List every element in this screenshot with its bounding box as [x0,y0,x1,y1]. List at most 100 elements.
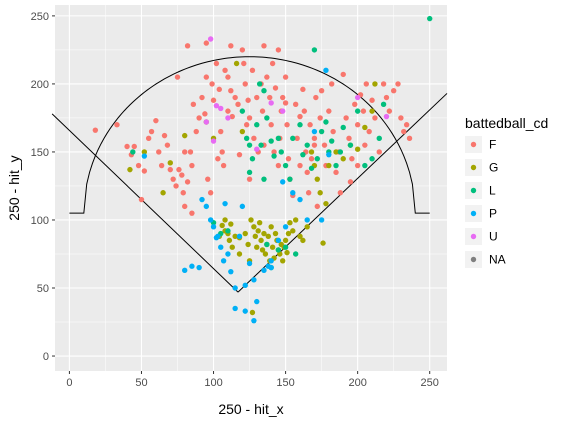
data-point [233,60,240,67]
data-point [305,190,312,196]
data-point [380,81,387,87]
data-point [259,108,266,114]
data-point [251,317,257,324]
data-point [236,151,243,158]
data-point [239,47,246,53]
y-tick-label: 150 [31,147,49,159]
data-point [314,176,320,182]
data-point [249,309,256,316]
data-point [207,36,214,42]
legend-label: P [489,207,497,221]
data-point [153,117,159,124]
data-point [254,94,260,101]
data-point [130,149,136,155]
data-point [205,176,211,182]
x-axis-ticks: 0 50 100 150 200 250 [66,371,439,389]
data-point [261,88,267,94]
data-point [225,108,231,114]
data-point [232,285,238,291]
data-point [304,142,310,148]
data-point [228,221,234,227]
data-point [292,217,299,223]
data-point [269,60,276,67]
data-point [300,86,306,93]
data-point [182,267,188,274]
data-point [330,128,336,135]
data-point [326,151,332,158]
data-point [427,15,433,22]
data-point [207,190,214,196]
data-point [219,149,225,155]
x-tick-label: 100 [204,377,222,389]
data-point [222,217,228,223]
data-point [314,156,320,162]
data-point [148,128,155,135]
data-point [301,108,308,114]
data-point [267,94,273,101]
data-point [242,282,248,288]
data-point [376,135,382,142]
data-point [311,47,318,53]
data-point [340,71,346,78]
data-point [164,142,171,148]
data-point [380,101,387,108]
data-point [254,298,260,305]
legend-label: F [489,138,496,152]
data-point [167,160,173,166]
data-point [239,128,246,135]
data-point [243,122,250,128]
data-point [287,176,293,182]
data-point [264,115,270,121]
data-point [282,224,289,230]
y-tick-label: 0 [43,351,49,363]
data-point [239,108,246,114]
data-point [218,105,224,112]
data-point [311,142,318,148]
data-point [320,240,326,246]
data-point [184,43,191,49]
data-point [383,113,390,120]
data-point [220,162,227,169]
data-point [282,244,289,250]
data-point [242,230,248,237]
data-point [354,94,361,101]
data-points [92,15,433,324]
data-point [254,122,260,128]
data-point [323,119,329,125]
data-point [218,128,224,135]
data-point [246,260,253,267]
data-point [254,146,260,152]
data-point [313,94,319,101]
data-point [138,196,145,203]
data-point [256,81,263,87]
data-point [232,94,238,101]
data-point [275,237,282,244]
data-point [222,200,228,207]
data-point [362,162,368,169]
data-point [215,233,221,239]
data-point [241,60,247,67]
legend-swatch [470,141,477,148]
data-point [246,142,253,148]
data-point [343,115,349,121]
data-point [248,217,254,223]
data-point [180,190,186,196]
data-point [290,135,296,142]
data-point [369,97,375,103]
foul-line-left [51,113,239,293]
data-point [362,142,368,148]
data-point [182,203,188,210]
data-point [264,74,270,80]
data-point [261,267,267,274]
data-point [203,40,210,46]
data-point [259,247,266,253]
data-point [268,138,274,144]
x-tick-label: 50 [135,377,147,389]
data-point [239,203,246,210]
data-point [285,156,292,162]
data-point [182,149,188,155]
data-point [360,108,367,114]
data-point [179,172,185,178]
data-point [156,149,162,155]
data-point [258,142,264,148]
